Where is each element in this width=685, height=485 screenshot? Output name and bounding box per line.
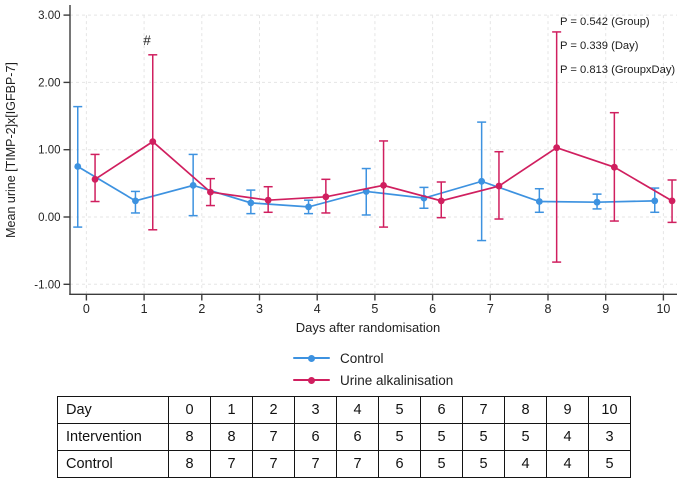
table-cell: 4 xyxy=(546,423,589,451)
table-cell: 5 xyxy=(420,423,463,451)
hash-annotation: # xyxy=(143,33,151,48)
table-cell: 3 xyxy=(588,423,631,451)
data-point xyxy=(535,198,543,205)
table-row: Control 8 7 7 7 7 6 5 5 4 4 5 xyxy=(57,450,631,478)
p-value-group: P = 0.542 (Group) xyxy=(560,16,650,28)
legend-label-intervention: Urine alkalinisation xyxy=(340,372,454,388)
table-cell: 1 xyxy=(210,396,253,424)
p-value-day: P = 0.339 (Day) xyxy=(560,40,639,52)
data-point xyxy=(593,198,601,206)
table-cell: 6 xyxy=(294,423,337,451)
svg-text:2.00: 2.00 xyxy=(38,77,60,89)
table-cell: 0 xyxy=(168,396,211,424)
table-cell: 10 xyxy=(588,396,631,424)
table-cell: 5 xyxy=(378,423,421,451)
svg-text:6: 6 xyxy=(429,302,436,316)
svg-text:4: 4 xyxy=(314,302,321,316)
data-point xyxy=(207,188,214,196)
table-cell: 3 xyxy=(294,396,337,424)
table-cell: 6 xyxy=(420,396,463,424)
data-point xyxy=(264,196,272,204)
svg-text:7: 7 xyxy=(487,302,494,316)
table-cell: 6 xyxy=(336,423,379,451)
legend-item-intervention: Urine alkalinisation xyxy=(293,371,453,389)
table-cell: 7 xyxy=(252,423,295,451)
svg-text:8: 8 xyxy=(545,302,552,316)
data-point xyxy=(478,177,486,185)
table-cell: 5 xyxy=(378,396,421,424)
table-cell: 4 xyxy=(336,396,379,424)
counts-table-body: Day 0 1 2 3 4 5 6 7 8 9 10 Intervention 8 8 7 6 6 5 5 5 5 4 3 Co… xyxy=(57,396,631,478)
svg-text:1: 1 xyxy=(141,302,148,316)
data-point xyxy=(610,163,618,171)
table-row: Intervention 8 8 7 6 6 5 5 5 5 4 3 xyxy=(57,423,631,451)
intervention-line-swatch-icon xyxy=(293,373,330,387)
legend-label-control: Control xyxy=(340,350,384,366)
y-tick-labels: -1.00 0.00 1.00 2.00 3.00 xyxy=(34,10,60,291)
data-point xyxy=(553,144,561,152)
axes xyxy=(63,5,677,301)
table-cell: 7 xyxy=(336,450,379,478)
table-row-label: Intervention xyxy=(57,423,169,451)
svg-text:9: 9 xyxy=(602,302,609,316)
data-point xyxy=(322,193,330,201)
table-cell: 8 xyxy=(168,423,211,451)
chart: -1.00 0.00 1.00 2.00 3.00 0 1 2 3 4 5 6 7 8 9 10 Mean ur… xyxy=(4,5,677,335)
svg-text:5: 5 xyxy=(371,302,378,316)
p-value-groupxday: P = 0.813 (GroupxDay) xyxy=(560,64,676,76)
table-row: Day 0 1 2 3 4 5 6 7 8 9 10 xyxy=(57,396,631,424)
data-point xyxy=(495,182,503,190)
table-cell: 8 xyxy=(504,396,547,424)
svg-text:0.00: 0.00 xyxy=(38,212,60,224)
svg-text:3: 3 xyxy=(256,302,263,316)
counts-table: Day 0 1 2 3 4 5 6 7 8 9 10 Intervention 8 8 7 6 6 5 5 5 5 4 3 Co… xyxy=(57,396,631,478)
data-point xyxy=(437,197,445,205)
data-point xyxy=(651,197,659,205)
legend-item-control: Control xyxy=(293,349,384,367)
table-cell: 5 xyxy=(588,450,631,478)
svg-text:-1.00: -1.00 xyxy=(34,279,60,291)
svg-text:10: 10 xyxy=(656,302,670,316)
table-cell: 2 xyxy=(252,396,295,424)
table-cell: 5 xyxy=(504,423,547,451)
table-row-label: Day xyxy=(57,396,169,424)
svg-text:0: 0 xyxy=(83,302,90,316)
table-cell: 5 xyxy=(420,450,463,478)
table-cell: 4 xyxy=(504,450,547,478)
data-point xyxy=(247,199,255,207)
control-line-swatch-icon xyxy=(293,351,330,365)
table-cell: 7 xyxy=(294,450,337,478)
x-tick-labels: 0 1 2 3 4 5 6 7 8 9 10 xyxy=(83,302,670,316)
svg-text:2: 2 xyxy=(198,302,205,316)
svg-text:3.00: 3.00 xyxy=(38,10,60,22)
data-point xyxy=(380,181,387,189)
data-point xyxy=(149,138,157,146)
data-point xyxy=(189,181,197,189)
table-cell: 4 xyxy=(546,450,589,478)
table-row-label: Control xyxy=(57,450,169,478)
data-point xyxy=(74,163,82,170)
gridlines xyxy=(70,14,677,294)
table-cell: 5 xyxy=(462,450,505,478)
table-cell: 5 xyxy=(462,423,505,451)
series-control xyxy=(73,105,660,242)
data-point xyxy=(668,197,676,205)
table-cell: 6 xyxy=(378,450,421,478)
data-point xyxy=(305,203,312,211)
table-cell: 7 xyxy=(210,450,253,478)
table-cell: 7 xyxy=(462,396,505,424)
series-urine-alkalinisation xyxy=(90,31,677,263)
table-cell: 9 xyxy=(546,396,589,424)
table-cell: 8 xyxy=(210,423,253,451)
svg-text:1.00: 1.00 xyxy=(38,145,60,157)
y-axis-title: Mean urine [TIMP-2]x[IGFBP-7] xyxy=(4,62,18,238)
table-cell: 8 xyxy=(168,450,211,478)
x-axis-title: Days after randomisation xyxy=(296,320,441,335)
data-point xyxy=(91,175,99,183)
data-point xyxy=(132,197,139,205)
table-cell: 7 xyxy=(252,450,295,478)
